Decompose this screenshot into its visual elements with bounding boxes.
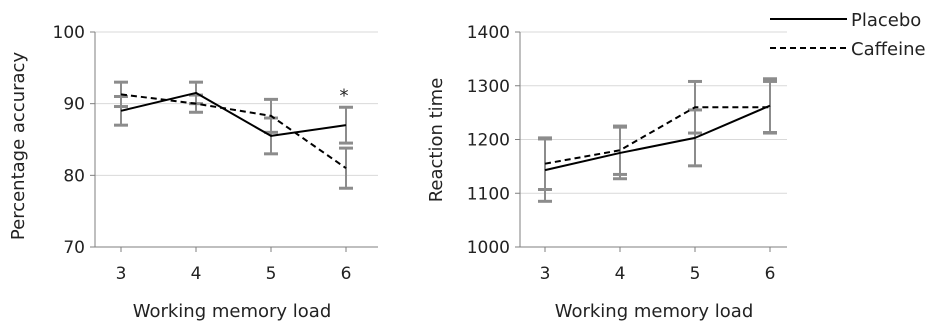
reaction-time-axes — [515, 31, 787, 252]
accuracy-axes — [90, 31, 378, 252]
reaction-time-gridlines — [520, 31, 787, 194]
accuracy-x-tick-labels: 3 4 5 6 — [116, 264, 352, 284]
reaction-time-y-tick-labels: 1000 1100 1200 1300 1400 — [467, 23, 510, 258]
accuracy-gridlines — [95, 31, 378, 176]
accuracy-x-tick-label: 3 — [116, 264, 127, 284]
accuracy-annotations: * — [340, 85, 349, 106]
accuracy-y-axis-label: Percentage accuracy — [8, 52, 29, 241]
accuracy-x-tick-label: 4 — [191, 264, 202, 284]
reaction-time-errorbar-caffeine — [763, 79, 777, 135]
legend-label-caffeine: Caffeine — [851, 39, 926, 60]
accuracy-y-tick-labels: 70 80 90 100 — [53, 23, 85, 258]
accuracy-series — [114, 80, 353, 190]
reaction-time-x-tick-label: 5 — [690, 264, 701, 284]
reaction-time-line-placebo — [544, 104, 771, 172]
reaction-time-x-tick-label: 6 — [765, 264, 776, 284]
accuracy-chart: 70 80 90 100 3 4 5 6 * Percentage accuracy Wor… — [8, 23, 378, 322]
accuracy-x-axis-label: Working memory load — [133, 301, 332, 322]
legend: Placebo Caffeine — [770, 10, 926, 60]
accuracy-x-tick-label: 6 — [341, 264, 352, 284]
reaction-time-y-tick-label: 1300 — [467, 77, 510, 97]
reaction-time-x-tick-label: 3 — [540, 264, 551, 284]
reaction-time-x-tick-labels: 3 4 5 6 — [540, 264, 776, 284]
reaction-time-x-axis-label: Working memory load — [555, 301, 754, 322]
reaction-time-x-tick-label: 4 — [615, 264, 626, 284]
accuracy-line-placebo — [120, 91, 347, 137]
reaction-time-y-tick-label: 1400 — [467, 23, 510, 43]
reaction-time-y-axis-label: Reaction time — [426, 78, 447, 203]
legend-label-placebo: Placebo — [851, 10, 921, 31]
reaction-time-line-caffeine — [544, 106, 770, 165]
accuracy-line-caffeine — [120, 93, 347, 169]
accuracy-y-tick-label: 70 — [63, 238, 85, 258]
reaction-time-y-tick-label: 1100 — [467, 184, 510, 204]
reaction-time-y-tick-label: 1000 — [467, 238, 510, 258]
reaction-time-errorbar-caffeine — [613, 124, 627, 176]
accuracy-x-tick-label: 5 — [266, 264, 277, 284]
accuracy-significance-marker: * — [340, 85, 349, 106]
reaction-time-y-tick-label: 1200 — [467, 131, 510, 151]
accuracy-y-tick-label: 100 — [53, 23, 85, 43]
reaction-time-series — [538, 77, 777, 203]
accuracy-y-tick-label: 90 — [63, 95, 85, 115]
accuracy-y-tick-label: 80 — [63, 166, 85, 186]
